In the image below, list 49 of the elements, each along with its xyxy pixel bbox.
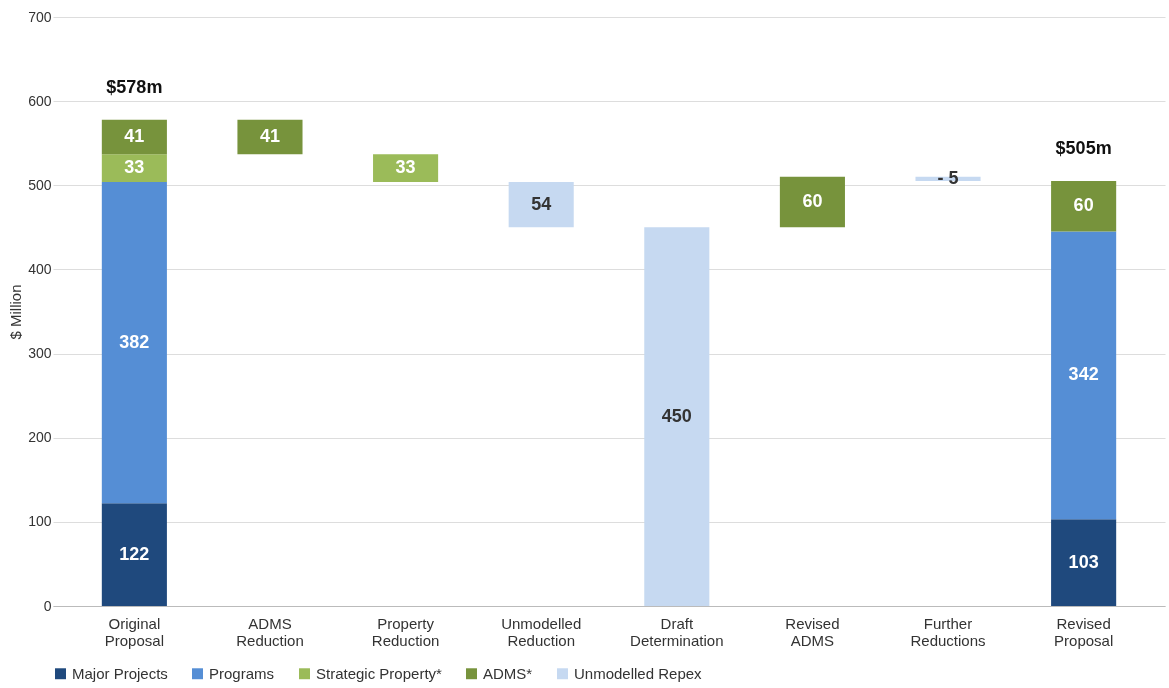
y-tick-label: 0 — [43, 597, 52, 614]
data-label: 382 — [119, 331, 150, 352]
x-tick-label: Original Proposal — [104, 614, 164, 649]
legend-label: Major Projects — [72, 664, 168, 682]
bar — [101, 154, 167, 182]
legend-label: ADMS* — [483, 664, 533, 682]
bar — [1051, 519, 1117, 606]
bar — [101, 503, 167, 606]
data-label: 342 — [1068, 364, 1099, 385]
data-label: 54 — [531, 193, 552, 214]
data-label: 60 — [1073, 195, 1094, 216]
x-tick-label: Unmodelled Reduction — [501, 614, 582, 649]
y-tick-label: 600 — [28, 92, 52, 109]
data-label: 33 — [124, 157, 145, 178]
data-label: - 5 — [937, 167, 959, 188]
bar — [373, 154, 439, 182]
bar — [237, 119, 303, 155]
data-label: 41 — [259, 125, 280, 146]
y-tick-label: 300 — [28, 345, 52, 362]
bar — [101, 119, 167, 155]
x-tick-label: ADMS Reduction — [236, 614, 304, 649]
y-tick-label: 700 — [28, 8, 52, 25]
bar — [508, 181, 574, 228]
x-tick-label: Draft Determination — [630, 614, 724, 649]
legend-label: Strategic Property* — [316, 664, 443, 682]
data-label: 450 — [661, 405, 692, 426]
x-tick-label: Revised Proposal — [1054, 614, 1114, 649]
bar — [644, 227, 710, 606]
y-tick-label: 100 — [28, 513, 52, 530]
data-label: 103 — [1068, 551, 1099, 572]
x-tick-label: Property Reduction — [371, 614, 440, 649]
y-tick-label: 200 — [28, 429, 52, 446]
bar — [779, 176, 845, 228]
total-label: $578m — [106, 76, 163, 97]
bar — [1051, 181, 1117, 232]
bar — [101, 181, 167, 504]
data-label: 60 — [802, 191, 823, 212]
y-axis-title: $ Million — [7, 284, 25, 340]
x-tick-label: Revised ADMS — [785, 614, 840, 649]
total-label: $505m — [1055, 138, 1112, 159]
y-tick-label: 500 — [28, 176, 52, 193]
x-tick-label: Further Reductions — [910, 614, 986, 649]
data-label: 41 — [124, 125, 145, 146]
legend-label: Programs — [209, 664, 275, 682]
bar — [1051, 231, 1117, 520]
y-tick-label: 400 — [28, 260, 52, 277]
data-label: 33 — [395, 157, 416, 178]
data-label: 122 — [119, 543, 150, 564]
legend-label: Unmodelled Repex — [574, 664, 703, 682]
